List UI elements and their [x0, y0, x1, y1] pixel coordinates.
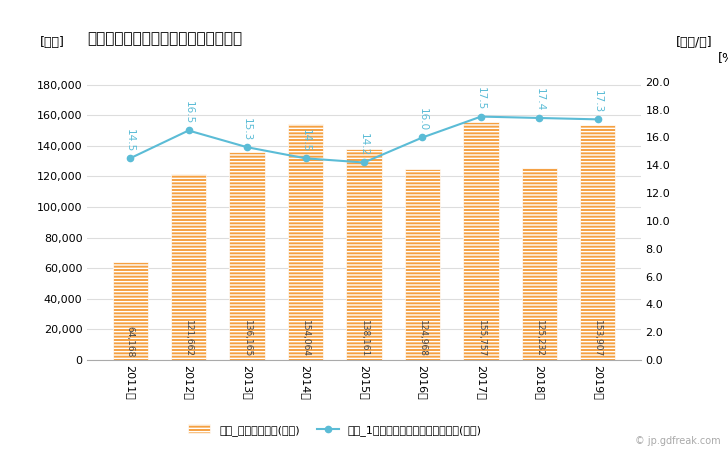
Text: 14.5: 14.5: [301, 129, 311, 152]
Text: 木造建築物の工事費予定額合計の推移: 木造建築物の工事費予定額合計の推移: [87, 31, 242, 46]
Text: 154,064: 154,064: [301, 320, 310, 357]
Text: 17.3: 17.3: [593, 90, 603, 113]
Text: 17.5: 17.5: [476, 87, 486, 110]
Text: 138,161: 138,161: [360, 320, 368, 357]
Text: 17.4: 17.4: [534, 89, 545, 112]
Bar: [464, 122, 499, 360]
Text: [%]: [%]: [719, 51, 728, 64]
Text: 14.5: 14.5: [125, 129, 135, 152]
Text: [万円/㎡]: [万円/㎡]: [676, 36, 713, 49]
Bar: [405, 169, 440, 360]
Text: 64,168: 64,168: [125, 325, 135, 357]
Legend: 木造_工事費予定額(左軸), 木造_1平米当たり平均工事費予定額(右軸): 木造_工事費予定額(左軸), 木造_1平米当たり平均工事費予定額(右軸): [183, 420, 486, 440]
Bar: [171, 174, 206, 360]
Bar: [347, 148, 381, 360]
Bar: [229, 152, 264, 360]
Bar: [288, 124, 323, 360]
Text: 14.2: 14.2: [359, 133, 369, 156]
Text: 153,907: 153,907: [593, 320, 603, 357]
Bar: [522, 168, 557, 360]
Text: 124,968: 124,968: [418, 320, 427, 357]
Text: 136,165: 136,165: [242, 320, 252, 357]
Text: 15.3: 15.3: [242, 118, 252, 141]
Text: 155,757: 155,757: [476, 320, 486, 357]
Text: 121,662: 121,662: [184, 320, 193, 357]
Text: 16.0: 16.0: [417, 108, 427, 131]
Text: 125,232: 125,232: [535, 320, 544, 357]
Bar: [113, 262, 148, 360]
Text: [万円]: [万円]: [40, 36, 66, 49]
Bar: [580, 125, 615, 360]
Text: 16.5: 16.5: [183, 101, 194, 124]
Text: © jp.gdfreak.com: © jp.gdfreak.com: [635, 436, 721, 446]
